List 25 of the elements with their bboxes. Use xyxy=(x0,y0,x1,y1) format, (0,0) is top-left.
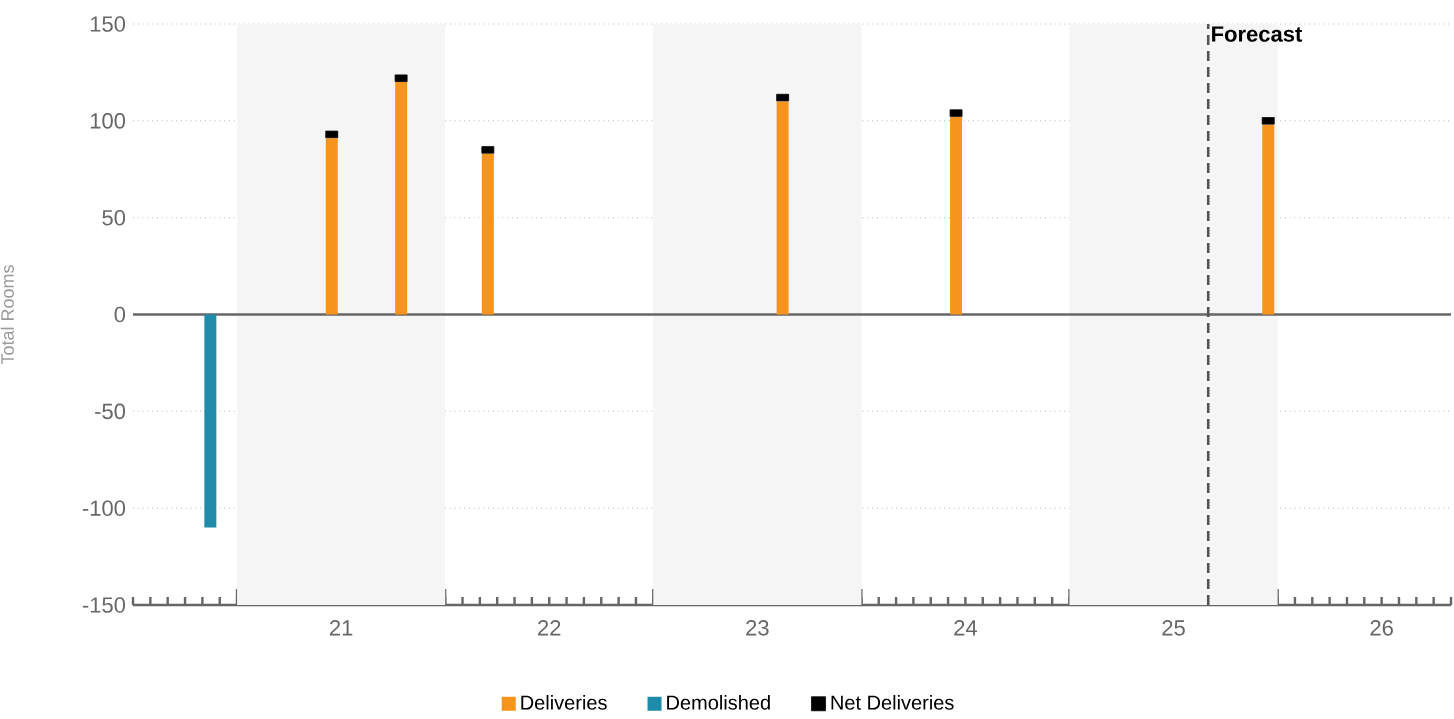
ref-line-label: Forecast xyxy=(1212,26,1303,42)
bar xyxy=(481,153,494,315)
x-tick-label: 23 xyxy=(746,620,769,636)
legend-label: Net Deliveries xyxy=(831,695,954,710)
bar xyxy=(1262,124,1275,315)
x-tick-label: 26 xyxy=(1370,620,1393,636)
y-tick-label: -150 xyxy=(82,597,126,613)
x-tick-label: 21 xyxy=(329,620,353,636)
bar xyxy=(325,138,338,315)
y-tick-label: 100 xyxy=(90,113,126,129)
y-tick-label: -50 xyxy=(95,403,126,420)
x-tick-label: 22 xyxy=(538,620,561,636)
legend-label: Demolished xyxy=(667,695,770,710)
x-tick-label: 24 xyxy=(954,620,978,636)
y-tick-label: -100 xyxy=(82,500,126,516)
legend-label: Deliveries xyxy=(521,695,607,710)
bar xyxy=(204,314,217,528)
bar xyxy=(776,101,789,315)
y-tick-label: 0 xyxy=(114,306,126,323)
bar xyxy=(395,82,408,315)
y-axis-title: Total Rooms xyxy=(0,265,14,365)
y-tick-label: 50 xyxy=(102,209,126,226)
bar xyxy=(950,116,963,315)
x-tick-label: 25 xyxy=(1162,620,1185,636)
y-tick-label: 150 xyxy=(90,16,126,32)
